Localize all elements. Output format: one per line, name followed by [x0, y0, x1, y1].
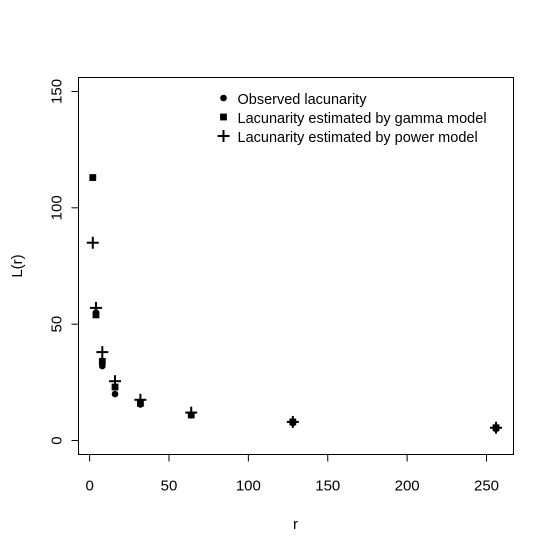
legend: Observed lacunarity Lacunarity estimated … — [217, 92, 487, 146]
y-tick-label: 100 — [48, 195, 65, 220]
x-tick-label: 200 — [395, 478, 420, 495]
data-point — [111, 390, 119, 398]
legend-item: Observed lacunarity — [220, 92, 367, 108]
y-tick-label: 150 — [48, 79, 65, 104]
data-point — [98, 358, 106, 365]
y-tick-label: 0 — [48, 436, 65, 444]
data-point — [185, 406, 198, 419]
series-plus — [86, 236, 503, 434]
x-tick-label: 150 — [315, 478, 340, 495]
data-point — [86, 236, 99, 249]
data-point — [490, 421, 503, 434]
legend-item: Lacunarity estimated by gamma model — [220, 111, 487, 127]
data-point — [89, 174, 97, 181]
x-tick-label: 250 — [474, 478, 499, 495]
data-point — [109, 375, 122, 388]
series-circle — [89, 174, 500, 433]
y-tick-label: 50 — [48, 316, 65, 333]
legend-marker — [220, 113, 227, 121]
data-point — [134, 393, 147, 406]
y-axis-label: L(r) — [9, 254, 26, 277]
x-axis-label: r — [293, 516, 298, 533]
data-point — [96, 346, 109, 359]
data-points — [86, 174, 503, 434]
data-point — [89, 301, 102, 314]
y-axis: 0 50 100 150 — [48, 79, 79, 445]
legend-label: Observed lacunarity — [238, 92, 368, 108]
legend-label: Lacunarity estimated by gamma model — [238, 111, 487, 127]
data-point — [286, 415, 299, 428]
x-tick-label: 100 — [236, 478, 261, 495]
x-axis: 0 50 100 150 200 250 — [85, 454, 499, 495]
x-tick-label: 50 — [161, 478, 178, 495]
legend-marker — [217, 130, 230, 142]
legend-item: Lacunarity estimated by power model — [217, 130, 478, 146]
legend-marker — [220, 94, 227, 102]
x-tick-label: 0 — [85, 478, 93, 495]
data-point — [92, 311, 100, 319]
series-square — [89, 174, 500, 432]
legend-label: Lacunarity estimated by power model — [238, 130, 478, 146]
